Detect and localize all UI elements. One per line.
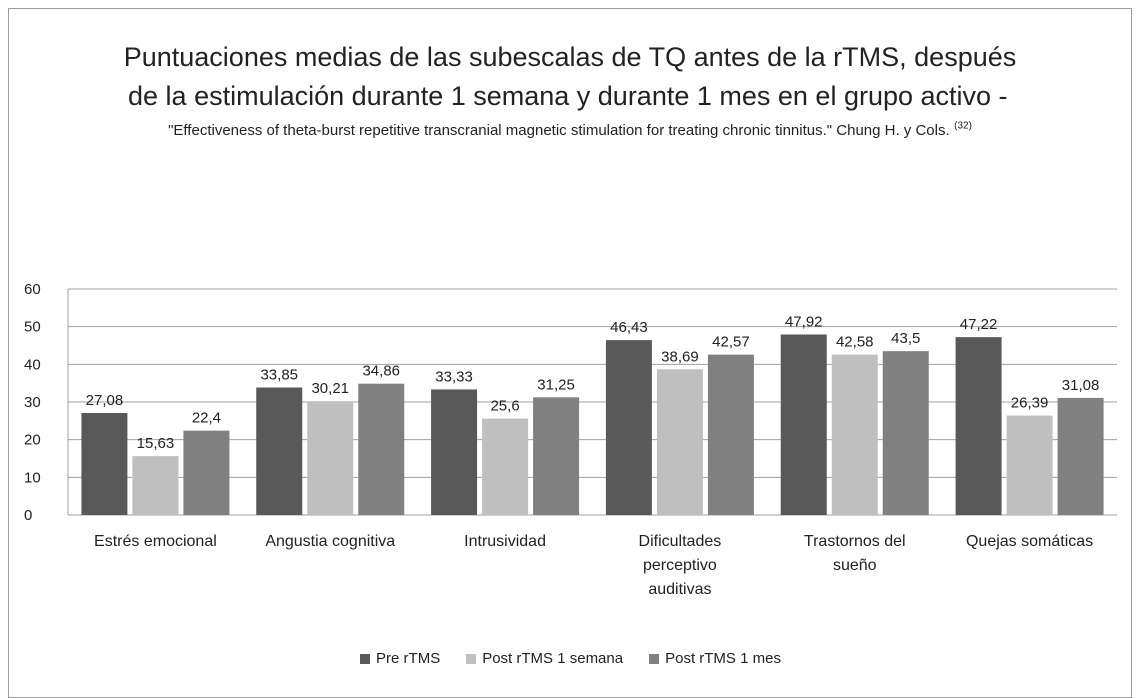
data-label: 33,85 [260, 366, 298, 383]
chart-subtitle: "Effectiveness of theta-burst repetitive… [168, 122, 950, 139]
bar [955, 337, 1002, 515]
data-label: 15,63 [137, 435, 175, 452]
bar [656, 369, 703, 515]
y-tick-label: 10 [24, 469, 41, 486]
data-label: 25,6 [490, 398, 519, 415]
data-label: 31,25 [537, 376, 575, 393]
data-label: 43,5 [891, 330, 920, 347]
bar [431, 389, 478, 515]
data-label: 47,22 [960, 316, 998, 333]
legend-label: Post rTMS 1 mes [665, 650, 781, 667]
data-label: 47,92 [785, 314, 823, 331]
data-label: 31,08 [1062, 377, 1100, 394]
bar [533, 397, 580, 515]
data-label: 42,57 [712, 334, 750, 351]
legend-swatch [360, 653, 371, 664]
x-tick-label: Angustia cognitiva [265, 533, 396, 550]
data-label: 22,4 [192, 410, 221, 427]
bar [1057, 397, 1104, 515]
data-label: 42,58 [836, 334, 874, 351]
data-label: 34,86 [362, 363, 400, 380]
bar [307, 401, 354, 515]
legend-item: Post rTMS 1 mes [649, 650, 781, 667]
legend-swatch [466, 653, 477, 664]
bar [1006, 415, 1053, 515]
y-tick-label: 0 [24, 507, 32, 524]
bar [831, 354, 878, 515]
title-block: Puntuaciones medias de las subescalas de… [110, 38, 1030, 146]
y-tick-label: 50 [24, 319, 41, 336]
y-tick-label: 60 [24, 281, 41, 298]
legend-item: Pre rTMS [360, 650, 440, 667]
data-label: 38,69 [661, 348, 699, 365]
bar [707, 354, 754, 515]
legend-item: Post rTMS 1 semana [466, 650, 623, 667]
x-tick-label: Intrusividad [464, 533, 546, 550]
data-label: 33,33 [435, 368, 473, 385]
legend-label: Post rTMS 1 semana [482, 650, 624, 667]
subtitle-superscript: (32) [954, 120, 972, 132]
data-label: 30,21 [311, 380, 349, 397]
legend-swatch [649, 653, 660, 664]
data-label: 46,43 [610, 319, 648, 336]
x-tick-label: Trastornos del sueño [803, 533, 906, 574]
x-tick-label: Quejas somáticas [965, 533, 1094, 550]
y-tick-label: 20 [24, 432, 41, 449]
bar [183, 430, 230, 515]
y-tick-label: 30 [24, 394, 41, 411]
legend-label: Pre rTMS [376, 650, 441, 667]
x-tick-label: Estrés emocional [94, 533, 217, 550]
x-tick-label: Dificultades perceptivo auditivas [638, 533, 722, 598]
bar [482, 418, 529, 515]
chart-title: Puntuaciones medias de las subescalas de… [123, 42, 1017, 111]
bar [605, 340, 652, 515]
data-label: 27,08 [86, 392, 124, 409]
bar [132, 456, 179, 515]
bar [780, 334, 827, 515]
legend: Pre rTMS Post rTMS 1 semana Post rTMS 1 me… [0, 650, 1141, 667]
bar [81, 412, 128, 515]
bar [358, 383, 405, 515]
bar [256, 387, 303, 515]
y-tick-label: 40 [24, 356, 41, 373]
data-label: 26,39 [1011, 395, 1049, 412]
bar [882, 351, 929, 515]
